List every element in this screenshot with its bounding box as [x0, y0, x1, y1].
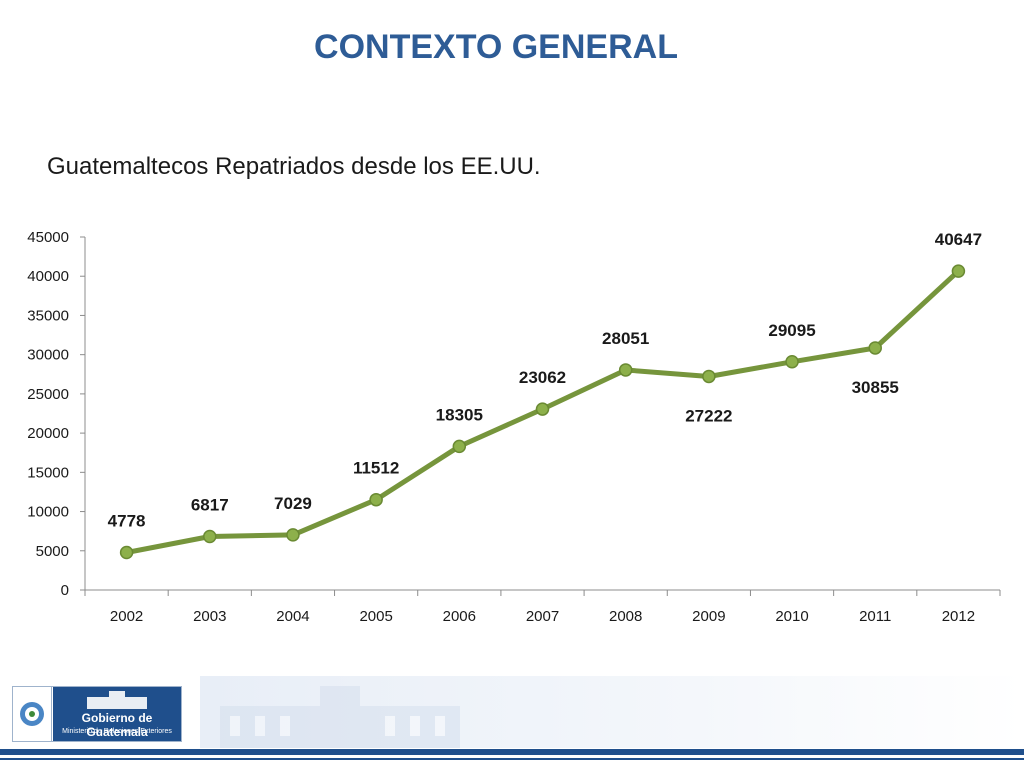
data-label: 40647 [935, 230, 982, 249]
y-tick-label: 40000 [27, 268, 69, 285]
data-point [369, 492, 383, 507]
footer-line-thin [0, 758, 1024, 760]
ministry-text: Ministerio de Relaciones Exteriores [62, 728, 172, 735]
x-tick-label: 2007 [526, 608, 559, 625]
slide-title: CONTEXTO GENERAL [314, 28, 678, 66]
repatriation-line-chart: 0 5000 10000 15000 20000 25000 30000 35000 40000… [27, 229, 1001, 625]
national-palace-icon [220, 686, 460, 748]
x-tick-label: 2008 [609, 608, 642, 625]
series-repatriados [119, 264, 966, 560]
x-tick-label: 2010 [775, 608, 808, 625]
data-label: 27222 [685, 406, 732, 425]
y-tick-label: 0 [61, 582, 69, 599]
y-tick-label: 45000 [27, 229, 69, 246]
data-point [785, 355, 799, 369]
y-tick-label: 10000 [27, 504, 69, 521]
data-label: 28051 [602, 329, 649, 348]
data-label: 7029 [274, 494, 312, 513]
y-axis: 0 5000 10000 15000 20000 25000 30000 35000 40000… [27, 229, 86, 599]
y-tick-label: 15000 [27, 464, 69, 481]
data-label: 18305 [436, 405, 483, 424]
x-tick-label: 2012 [942, 608, 975, 625]
slide-subtitle: Guatemaltecos Repatriados desde los EE.U… [47, 153, 541, 180]
y-tick-label: 5000 [36, 543, 69, 560]
x-axis: 2002 2003 2004 2005 2006 2007 2008 2009 2010 2011… [84, 589, 1001, 625]
data-point [868, 341, 882, 355]
data-label: 30855 [852, 378, 899, 397]
government-banner: Gobierno de Guatemala Ministerio de Rela… [53, 687, 181, 741]
x-tick-label: 2009 [692, 608, 725, 625]
data-point [535, 402, 550, 416]
x-tick-label: 2003 [193, 608, 226, 625]
x-tick-label: 2006 [443, 608, 476, 625]
data-label: 4778 [108, 512, 146, 531]
footer-background-band [200, 676, 1024, 748]
y-tick-label: 30000 [27, 347, 69, 364]
data-label: 11512 [353, 459, 399, 478]
data-label: 29095 [768, 321, 815, 340]
x-tick-label: 2004 [276, 608, 309, 625]
data-point [203, 529, 217, 544]
x-tick-label: 2005 [359, 608, 392, 625]
logo-text: Gobierno de Guatemala [81, 711, 153, 739]
guatemala-coat-of-arms-icon [13, 687, 52, 741]
footer: Gobierno de Guatemala Ministerio de Rela… [0, 672, 1024, 768]
y-tick-label: 20000 [27, 425, 69, 442]
data-point [452, 439, 467, 454]
data-point [951, 264, 966, 278]
data-point [286, 528, 300, 542]
data-point [618, 363, 633, 377]
government-logo: Gobierno de Guatemala Ministerio de Rela… [12, 686, 182, 742]
x-tick-label: 2002 [110, 608, 143, 625]
data-labels: 4778 6817 7029 11512 18305 23062 28051 27222 290… [108, 230, 982, 530]
data-point [119, 545, 134, 560]
data-label: 23062 [519, 368, 566, 387]
y-tick-label: 35000 [27, 307, 69, 324]
footer-line-thick [0, 749, 1024, 755]
x-tick-label: 2011 [859, 608, 891, 625]
y-tick-label: 25000 [27, 386, 69, 403]
data-label: 6817 [191, 496, 229, 515]
data-point [702, 369, 716, 384]
